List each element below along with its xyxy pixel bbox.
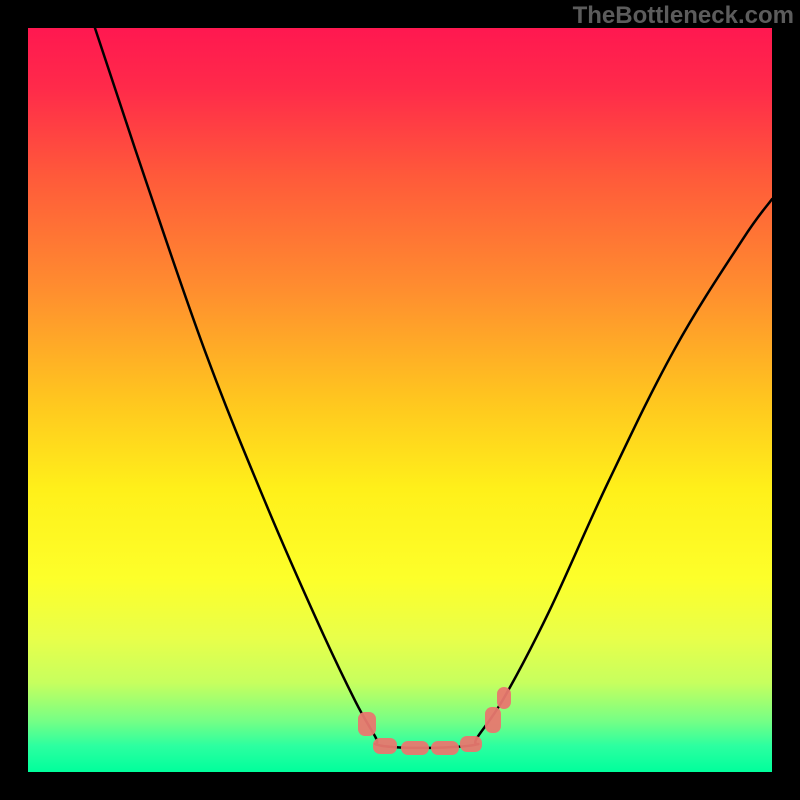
data-marker <box>485 707 501 733</box>
watermark-text: TheBottleneck.com <box>573 2 794 30</box>
plot-area <box>28 28 772 772</box>
data-marker <box>431 741 459 755</box>
data-marker <box>373 738 397 754</box>
data-marker <box>358 712 376 736</box>
chart-frame: TheBottleneck.com <box>0 0 800 800</box>
data-marker <box>497 687 511 709</box>
data-marker <box>401 741 429 755</box>
data-marker <box>460 736 482 752</box>
markers-layer <box>28 28 772 772</box>
